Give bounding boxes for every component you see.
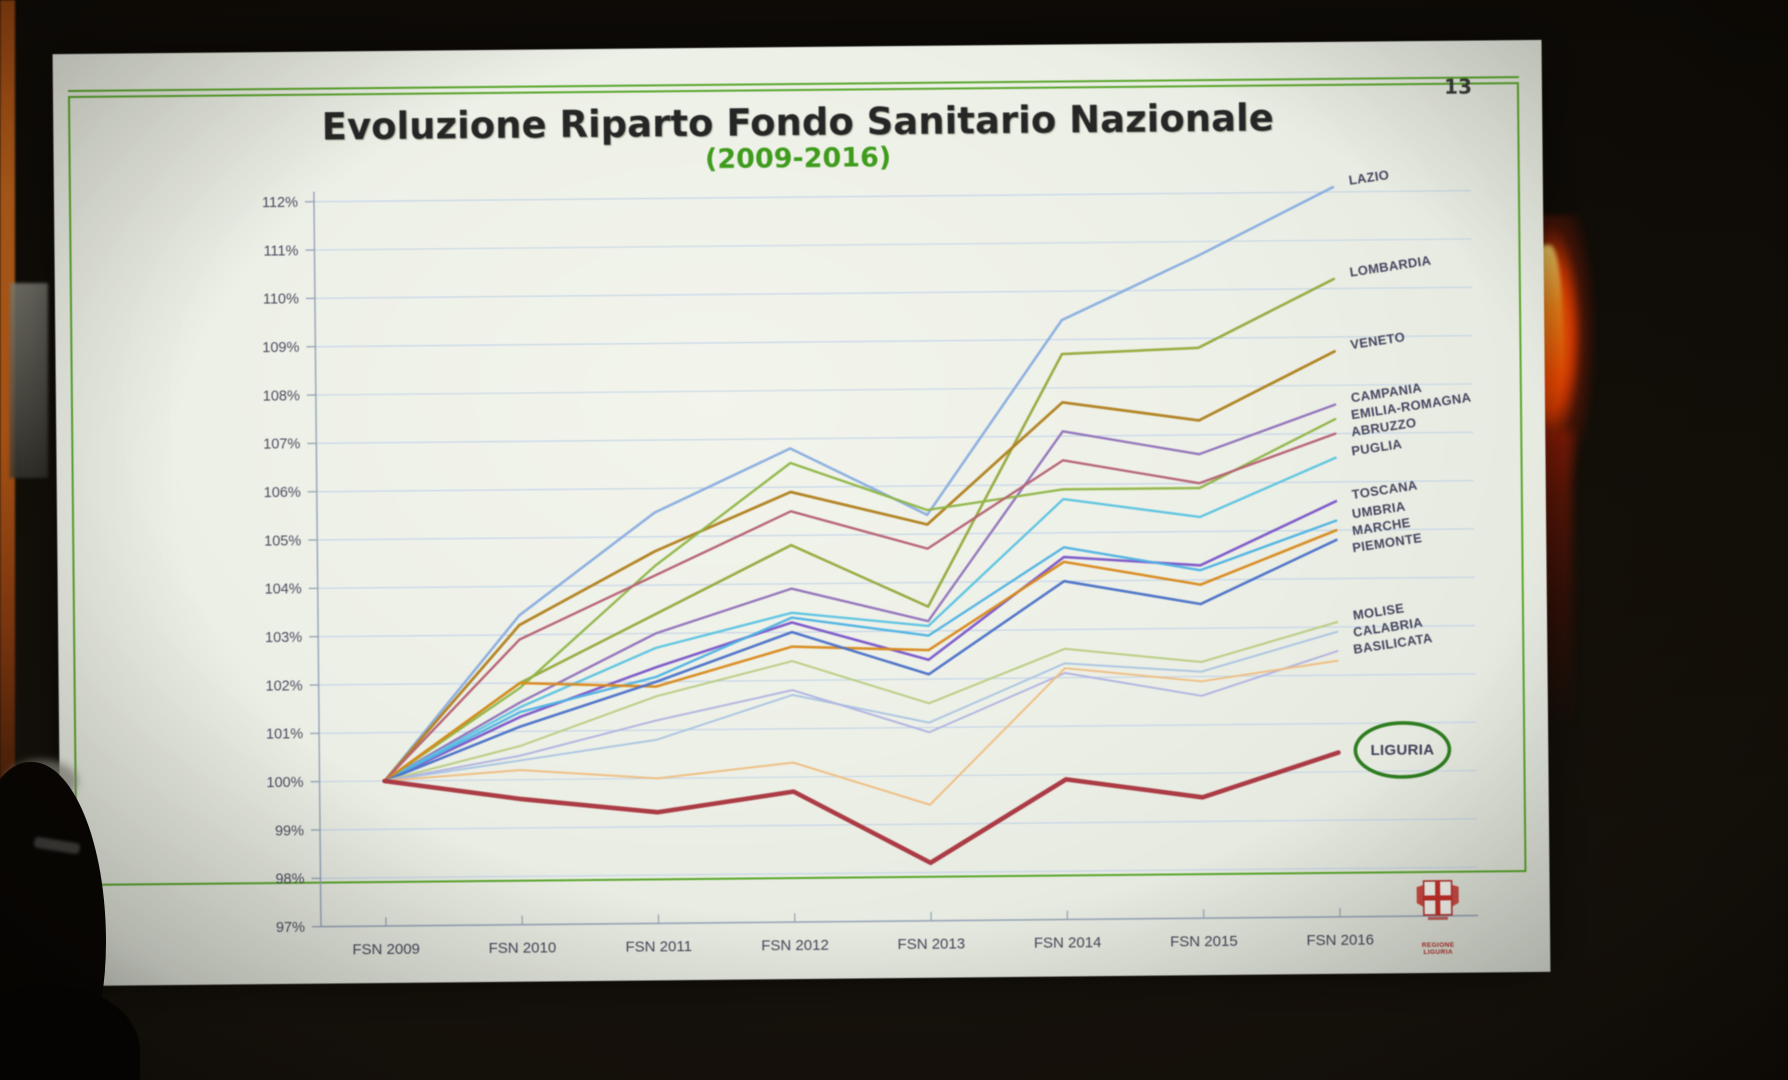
series-label-lombardia: LOMBARDIA xyxy=(1349,253,1433,280)
gridline xyxy=(314,238,1472,251)
series-label-puglia: PUGLIA xyxy=(1350,436,1403,458)
gridline xyxy=(315,383,1473,396)
x-tick-label: FSN 2013 xyxy=(897,935,965,953)
gridline xyxy=(318,673,1476,686)
y-tick-label: 112% xyxy=(262,195,298,211)
y-tick-label: 110% xyxy=(263,292,299,308)
gridline xyxy=(320,818,1477,831)
x-tick-label: FSN 2009 xyxy=(352,941,420,959)
projected-slide: Evoluzione Riparto Fondo Sanitario Nazio… xyxy=(52,39,1551,987)
y-tick-label: 105% xyxy=(264,533,301,549)
regione-liguria-logo: REGIONE LIGURIA xyxy=(1406,877,1471,960)
y-tick-label: 103% xyxy=(265,630,302,646)
y-tick-label: 109% xyxy=(262,340,299,356)
series-label-liguria: LIGURIA xyxy=(1370,742,1434,760)
series-line-lazio xyxy=(383,185,1335,783)
y-tick-label: 101% xyxy=(266,726,303,742)
series-line-molise xyxy=(383,621,1339,783)
y-tick-label: 106% xyxy=(264,485,301,501)
y-tick-label: 98% xyxy=(275,871,304,887)
x-tick-label: FSN 2014 xyxy=(1034,934,1102,952)
series-label-veneto: VENETO xyxy=(1349,329,1406,352)
gridline xyxy=(319,721,1477,734)
gridline xyxy=(316,480,1474,493)
x-tick-label: FSN 2012 xyxy=(761,937,829,955)
audience-shoulder-silhouette xyxy=(0,985,140,1080)
gridline xyxy=(315,335,1473,348)
y-tick-label: 108% xyxy=(263,388,300,404)
y-axis-line xyxy=(313,191,322,927)
x-tick-label: FSN 2016 xyxy=(1306,932,1374,950)
y-tick-label: 97% xyxy=(276,920,305,936)
wall-grey-patch xyxy=(10,283,48,478)
y-tick-label: 104% xyxy=(265,581,302,597)
series-line-emilia-romagna xyxy=(383,417,1337,783)
series-label-lazio: LAZIO xyxy=(1348,167,1390,188)
series-line-umbria xyxy=(383,519,1338,783)
y-tick-label: 100% xyxy=(266,775,303,791)
series-line-puglia xyxy=(383,456,1337,783)
logo-caption: REGIONE LIGURIA xyxy=(1421,941,1455,957)
gridline xyxy=(317,576,1475,589)
liguria-shield-icon xyxy=(1416,880,1459,921)
gridline xyxy=(313,190,1471,203)
y-tick-label: 99% xyxy=(275,823,304,839)
series-line-toscana xyxy=(383,499,1338,783)
x-tick-label: FSN 2011 xyxy=(625,938,692,956)
x-tick-label: FSN 2015 xyxy=(1170,933,1238,951)
x-axis-line xyxy=(320,914,1478,928)
y-tick-label: 111% xyxy=(263,243,298,259)
y-tick-label: 107% xyxy=(263,437,300,453)
x-tick-label: FSN 2010 xyxy=(489,939,557,957)
gridline xyxy=(320,866,1478,879)
fsn-evolution-line-chart: 97% 98% 99% 100% 101% 102% 103% 104% 105% 106% 107… xyxy=(262,167,1478,959)
y-tick-label: 102% xyxy=(265,678,302,694)
